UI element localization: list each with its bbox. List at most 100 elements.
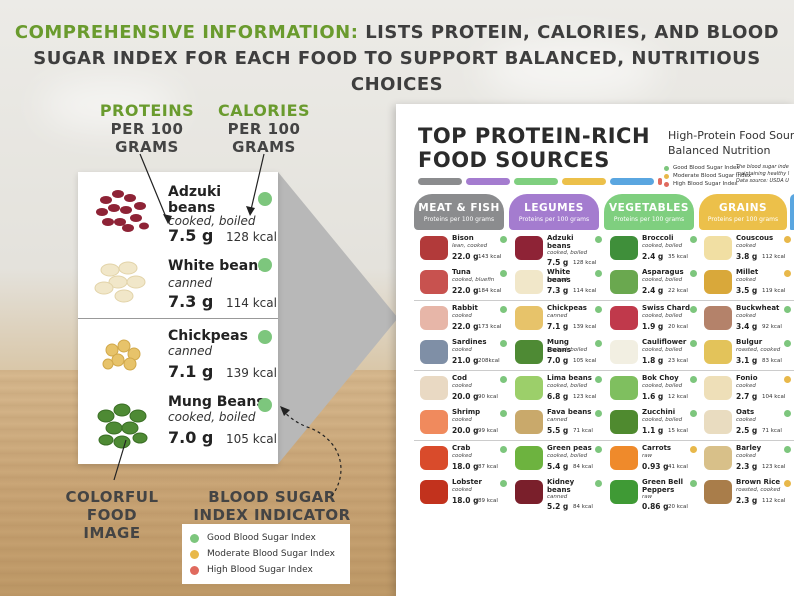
row-divider xyxy=(414,300,794,301)
mung-beans-image xyxy=(97,403,148,449)
food-preparation: raw xyxy=(642,453,653,459)
food-thumbnail xyxy=(420,410,448,434)
food-thumbnail xyxy=(515,340,543,364)
food-name: Mung Beans xyxy=(168,394,265,410)
category-subtitle: Proteins per 100 grams xyxy=(707,216,779,223)
food-name: Fava beans xyxy=(547,408,592,416)
food-name: Bulgur xyxy=(736,338,763,346)
arrow-head xyxy=(163,214,172,224)
category-grains: GRAINS Proteins per 100 grams xyxy=(699,194,787,230)
food-name: Zucchini xyxy=(642,408,676,416)
food-thumbnail xyxy=(610,306,638,330)
food-name: Rabbit xyxy=(452,304,478,312)
poster-food-item: Barley cooked 2.3 g 123 kcal xyxy=(702,444,794,479)
protein-value: 7.0 g xyxy=(168,428,214,447)
food-preparation: cooked xyxy=(452,487,472,493)
calorie-value: 105 kcal xyxy=(226,432,277,446)
blood-sugar-indicator xyxy=(690,340,697,347)
card-item: Mung Beans cooked, boiled 7.0 g 105 kcal xyxy=(78,392,278,460)
food-name: Lima beans xyxy=(547,374,592,382)
calorie-value: 184 kcal xyxy=(478,288,502,294)
food-thumbnail xyxy=(515,410,543,434)
card-item: White beans canned 7.3 g 114 kcal xyxy=(78,252,278,316)
calorie-value: 119 kcal xyxy=(762,288,786,294)
poster-food-item: Mung Beans cooked, boiled 7.0 g 105 kcal xyxy=(513,338,605,373)
card-divider xyxy=(78,318,278,319)
food-thumbnail xyxy=(610,270,638,294)
poster-food-item: Lima beans cooked, boiled 6.8 g 123 kcal xyxy=(513,374,605,409)
food-preparation: canned xyxy=(547,494,568,500)
protein-value: 2.3 g xyxy=(736,462,758,471)
poster-title-line2: FOOD SOURCES xyxy=(418,148,610,172)
calorie-value: 99 kcal xyxy=(478,428,498,434)
protein-value: 0.93 g xyxy=(642,462,669,471)
food-name: White beans xyxy=(547,268,571,284)
color-strip xyxy=(514,178,558,185)
poster-legend-label: Moderate Blood Sugar Index xyxy=(673,173,752,179)
food-name: Swiss Chard xyxy=(642,304,690,312)
food-thumbnail xyxy=(515,446,543,470)
protein-value: 18.0 g xyxy=(452,496,479,505)
callout-line: COLORFUL xyxy=(65,488,159,506)
food-name: Green peas xyxy=(547,444,592,452)
calorie-value: 41 kcal xyxy=(668,464,688,470)
food-thumbnail xyxy=(704,306,732,330)
food-name: Bok Choy xyxy=(642,374,679,382)
food-thumbnail xyxy=(610,236,638,260)
food-preparation: cooked, boiled xyxy=(642,243,683,249)
protein-value: 2.4 g xyxy=(642,252,664,261)
callout-line: CALORIES xyxy=(217,101,311,120)
blood-sugar-indicator xyxy=(500,376,507,383)
protein-value: 3.8 g xyxy=(736,252,758,261)
poster-food-item: Couscous cooked 3.8 g 112 kcal xyxy=(702,234,794,269)
calorie-value: 112 kcal xyxy=(762,254,786,260)
food-detail-card: Adzuki beans cooked, boiled 7.5 g 128 kc… xyxy=(78,172,278,464)
legend-dot-moderate xyxy=(664,173,669,179)
card-item: Chickpeas canned 7.1 g 139 kcal xyxy=(78,326,278,390)
blood-sugar-indicator xyxy=(690,446,697,453)
food-preparation: canned xyxy=(547,417,568,423)
calorie-value: 20 kcal xyxy=(668,324,688,330)
poster-legend-row: High Blood Sugar Index xyxy=(664,180,751,188)
food-thumbnail xyxy=(704,376,732,400)
calorie-value: 71 kcal xyxy=(573,428,593,434)
calorie-value: 92 kcal xyxy=(762,324,782,330)
poster-food-item: Rabbit cooked 22.0 g 173 kcal xyxy=(418,304,510,339)
protein-value: 5.2 g xyxy=(547,502,569,511)
poster-food-item: Crab cooked 18.0 g 87 kcal xyxy=(418,444,510,479)
food-name: Carrots xyxy=(642,444,672,452)
blood-sugar-indicator xyxy=(784,446,791,453)
food-preparation: cooked xyxy=(452,313,472,319)
food-preparation: cooked, boiled xyxy=(642,383,683,389)
headline-highlight: COMPREHENSIVE INFORMATION: xyxy=(14,22,359,43)
callout-line: IMAGE xyxy=(83,524,141,542)
callout-line: INDEX INDICATOR xyxy=(193,506,351,524)
calorie-value: 123 kcal xyxy=(573,394,597,400)
food-name: Fonio xyxy=(736,374,758,382)
calorie-value: 90 kcal xyxy=(478,394,498,400)
protein-value: 2.3 g xyxy=(736,496,758,505)
food-preparation: roasted, cooked xyxy=(736,347,781,353)
protein-value: 0.86 g xyxy=(642,502,669,511)
poster-food-item: Tuna cooked, bluefin 22.0 g 184 kcal xyxy=(418,268,510,303)
blood-sugar-indicator xyxy=(784,236,791,243)
calorie-value: 105 kcal xyxy=(573,358,597,364)
calorie-value: 87 kcal xyxy=(478,464,498,470)
food-preparation: canned xyxy=(168,344,213,358)
calorie-value: 35 kcal xyxy=(668,254,688,260)
calorie-value: 112 kcal xyxy=(762,498,786,504)
legend-row: High Blood Sugar Index xyxy=(190,562,342,578)
protein-value: 7.5 g xyxy=(168,226,214,245)
background-blur xyxy=(480,40,660,100)
food-name: Mung Beans xyxy=(547,338,571,354)
food-name: Shrimp xyxy=(452,408,481,416)
food-thumbnail xyxy=(610,446,638,470)
food-thumbnail xyxy=(420,446,448,470)
food-thumbnail xyxy=(515,480,543,504)
color-strip xyxy=(562,178,606,185)
poster-legend-row: Good Blood Sugar Index xyxy=(664,164,751,172)
category-title: VEGETABLES xyxy=(609,202,689,214)
category-legumes: LEGUMES Proteins per 100 grams xyxy=(509,194,599,230)
food-preparation: lean, cooked xyxy=(452,243,488,249)
legend-label: High Blood Sugar Index xyxy=(207,565,313,575)
